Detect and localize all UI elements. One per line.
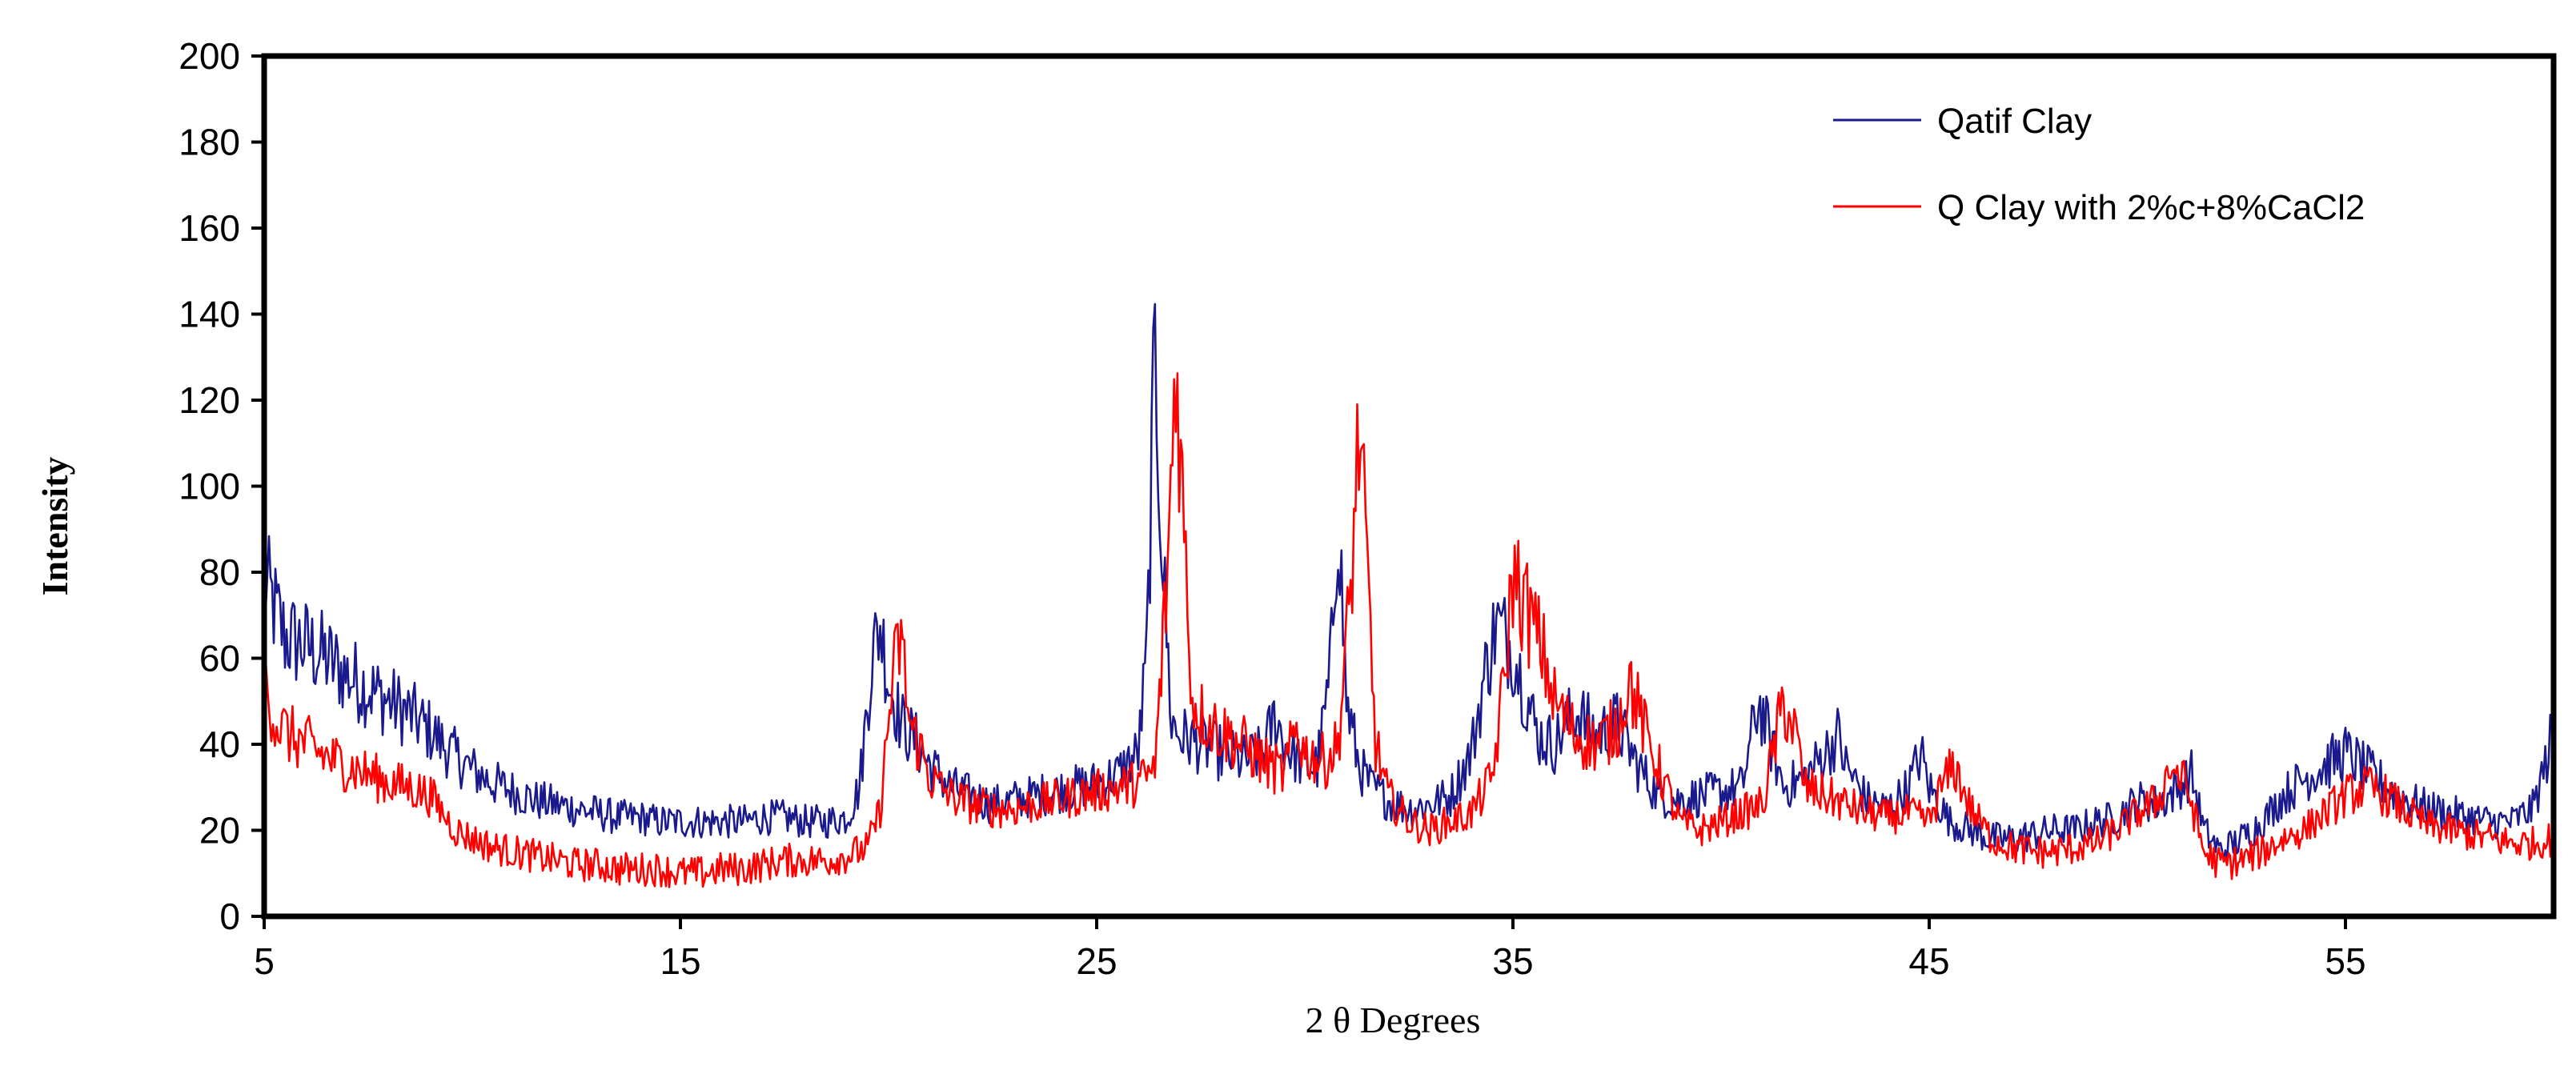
plot-frame xyxy=(261,53,2557,920)
series-layer xyxy=(263,303,2555,888)
series-line-qatif-clay xyxy=(263,303,2555,865)
y-tick-label: 160 xyxy=(179,207,240,249)
x-tick-label: 55 xyxy=(2325,940,2365,982)
legend-label-qatif-clay: Qatif Clay xyxy=(1937,102,2092,141)
x-tick-label: 5 xyxy=(254,940,275,982)
legend-label-q-clay-treated: Q Clay with 2%c+8%CaCl2 xyxy=(1937,188,2365,227)
y-tick-label: 200 xyxy=(179,35,240,77)
y-tick-label: 180 xyxy=(179,122,240,163)
x-axis-title: 2 θ Degrees xyxy=(1306,1000,1481,1040)
series-line-q-clay-treated xyxy=(263,372,2555,888)
y-tick-label: 60 xyxy=(199,638,240,679)
y-tick-label: 0 xyxy=(219,896,240,937)
y-tick-label: 40 xyxy=(199,723,240,765)
legend: Qatif Clay Q Clay with 2%c+8%CaCl2 xyxy=(1833,102,2365,227)
x-tick-label: 35 xyxy=(1492,940,1533,982)
y-tick-label: 100 xyxy=(179,466,240,507)
axis-layer: 0 20 40 60 80 100 120 140 160 180 200 5 15 25 35 45 55 xyxy=(179,35,2365,982)
y-tick-label: 80 xyxy=(199,551,240,593)
x-tick-label: 15 xyxy=(660,940,700,982)
x-tick-label: 45 xyxy=(1908,940,1949,982)
y-tick-label: 120 xyxy=(179,379,240,421)
x-tick-label: 25 xyxy=(1076,940,1117,982)
y-axis-title: Intensity xyxy=(34,457,75,596)
y-tick-label: 140 xyxy=(179,294,240,335)
y-tick-label: 20 xyxy=(199,810,240,852)
